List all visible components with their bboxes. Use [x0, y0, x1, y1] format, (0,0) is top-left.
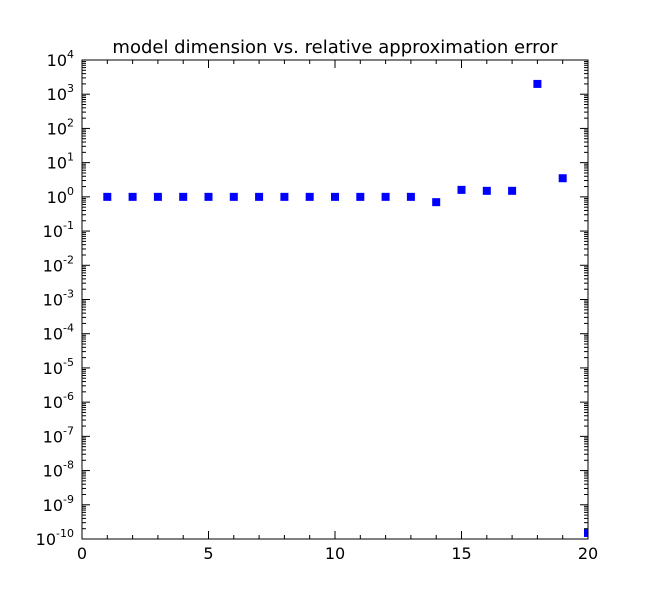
y-tick-label: 10-5 — [43, 356, 74, 378]
y-tick-label: 102 — [47, 116, 74, 138]
plot-area: 0 5 10 15 20 104 103 102 101 100 10-1 10-2 10-3 10-4 1… — [36, 48, 599, 563]
y-tick-label: 10-1 — [43, 219, 74, 241]
y-tick-label: 103 — [47, 82, 74, 104]
y-tick-label: 101 — [47, 151, 74, 173]
data-point — [482, 186, 491, 195]
y-tick-label: 104 — [47, 48, 74, 70]
axes-frame — [81, 59, 589, 540]
data-point — [381, 192, 390, 201]
chart-title: model dimension vs. relative approximati… — [112, 37, 558, 58]
x-tick-label: 0 — [77, 544, 87, 563]
data-point — [508, 186, 517, 195]
x-tick-label: 20 — [578, 544, 598, 563]
y-tick-label: 10-4 — [43, 322, 74, 344]
data-point — [103, 192, 112, 201]
y-tick-label: 10-7 — [43, 424, 74, 446]
data-point — [356, 192, 365, 201]
data-point — [255, 192, 264, 201]
data-point — [533, 79, 542, 88]
x-tick-label: 10 — [325, 544, 345, 563]
data-point — [406, 192, 415, 201]
x-tick-label: 5 — [203, 544, 213, 563]
data-point — [280, 192, 289, 201]
data-point — [331, 192, 339, 201]
y-tick-label: 10-2 — [43, 253, 74, 275]
data-point — [204, 192, 213, 201]
data-point — [457, 185, 466, 194]
data-point — [153, 192, 162, 201]
y-tick-label: 10-8 — [43, 459, 74, 481]
data-point — [179, 192, 188, 201]
data-point — [229, 192, 238, 201]
y-tick-label: 10-3 — [43, 288, 74, 310]
x-tick-label: 15 — [451, 544, 471, 563]
y-tick-label: 100 — [47, 185, 74, 207]
y-tick-label: 10-6 — [43, 390, 74, 412]
data-point — [128, 192, 137, 201]
data-point — [305, 192, 314, 201]
data-point — [558, 174, 567, 183]
y-tick-label: 10-9 — [43, 493, 74, 515]
data-point — [432, 198, 441, 207]
data-point — [584, 528, 588, 537]
y-tick-label: 10-10 — [36, 527, 74, 549]
